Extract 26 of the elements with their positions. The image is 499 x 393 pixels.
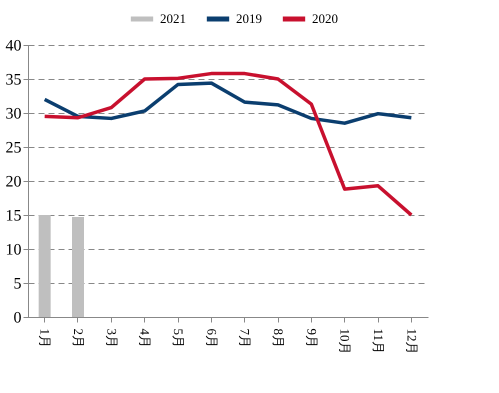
y-tick-label: 10 — [6, 242, 22, 258]
y-tick-label: 20 — [6, 174, 22, 190]
y-tick-label: 25 — [6, 140, 22, 156]
x-tick-label: 3月 — [104, 328, 120, 348]
legend-label: 2021 — [160, 11, 186, 26]
y-tick-label: 35 — [6, 72, 22, 88]
line-series — [42, 72, 414, 217]
x-tick-label: 4月 — [138, 328, 153, 348]
x-tick-label: 11月 — [371, 328, 386, 354]
y-tick-label: 0 — [14, 310, 22, 326]
y-tick-label: 30 — [6, 106, 22, 122]
legend-label: 2020 — [312, 11, 338, 26]
line-series — [42, 81, 414, 125]
x-tick-label: 8月 — [271, 328, 286, 348]
x-tick-label: 10月 — [338, 328, 353, 354]
x-tick-label: 9月 — [304, 328, 320, 348]
legend-label: 2019 — [236, 11, 262, 26]
y-tick-label: 15 — [6, 208, 22, 224]
x-tick-label: 2月 — [71, 328, 86, 348]
y-tick-label: 5 — [14, 276, 22, 292]
x-tick-label: 5月 — [171, 328, 186, 348]
x-tick-label: 7月 — [238, 328, 253, 348]
x-tick-label: 12月 — [404, 328, 420, 354]
x-tick-label: 6月 — [204, 328, 220, 348]
y-tick-label: 40 — [6, 38, 22, 54]
x-tick-label: 1月 — [38, 328, 53, 348]
